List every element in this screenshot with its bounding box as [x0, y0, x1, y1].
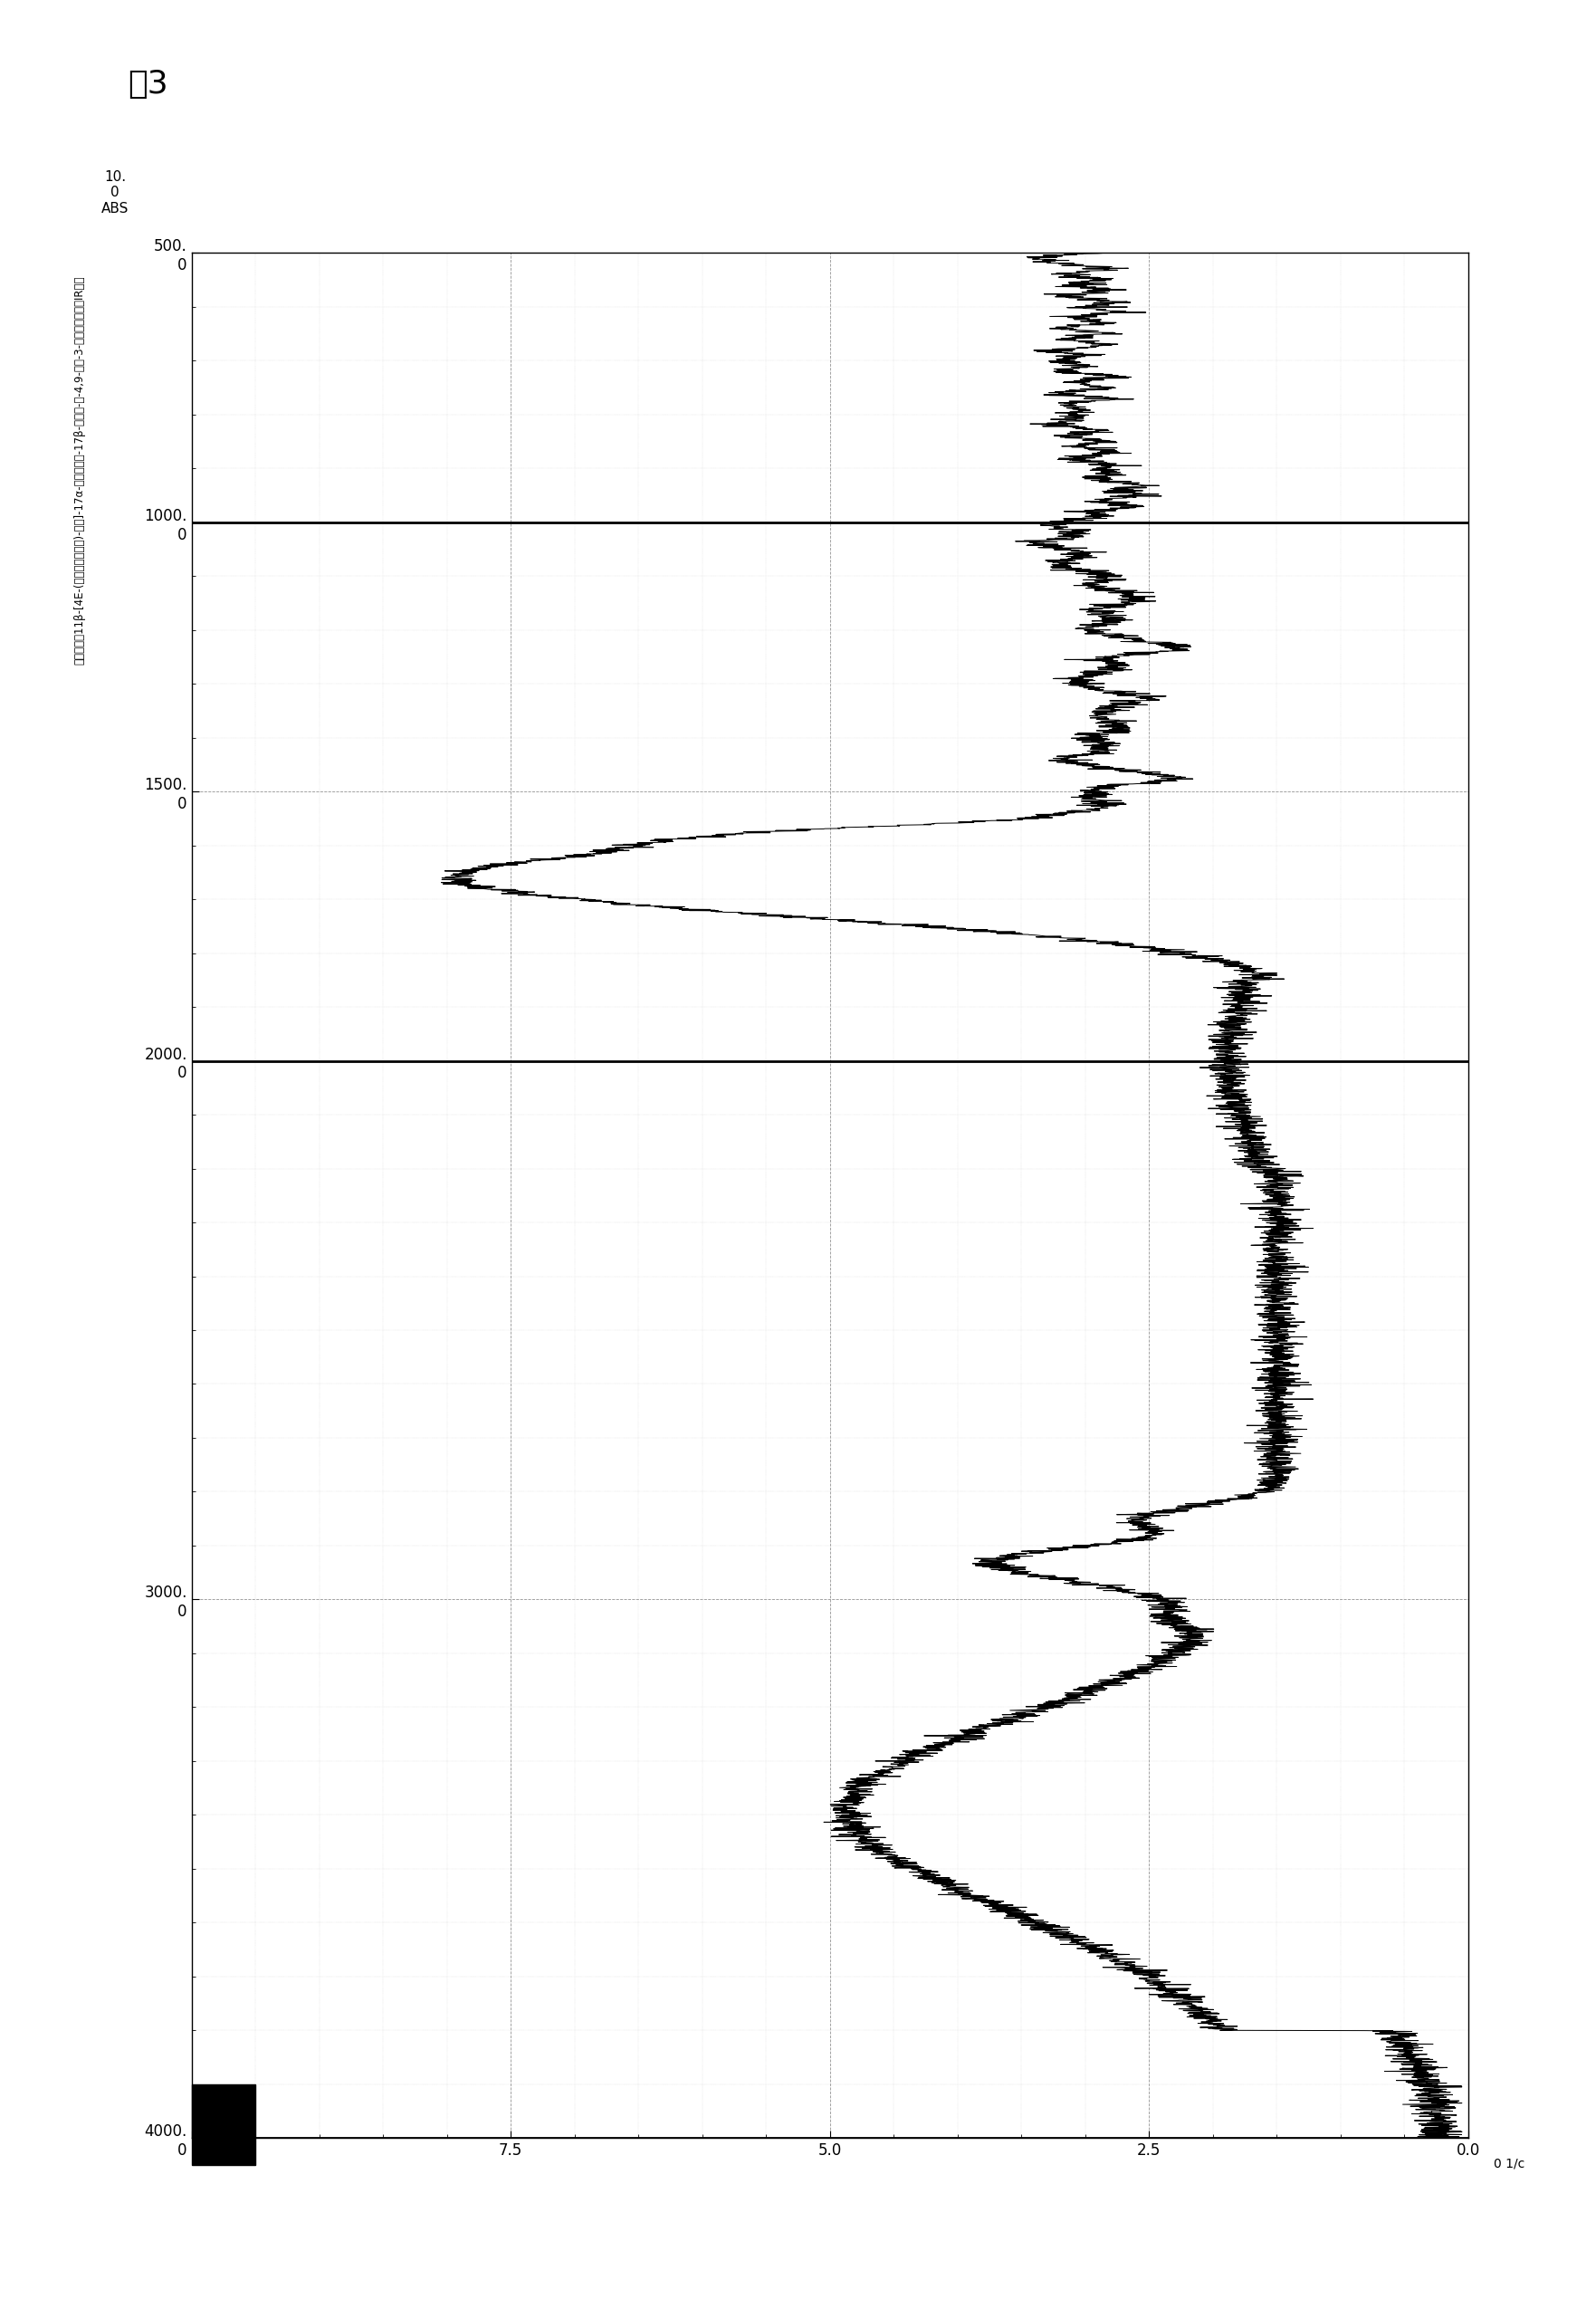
Text: 图3: 图3: [128, 69, 168, 99]
Bar: [192, 2085, 255, 2166]
Text: 10.
0
ABS: 10. 0 ABS: [101, 170, 129, 216]
Text: 高度结晶的11β-[4E-(羟基亚胺基甲基)-苯基]-17α-甲氧基甲基-17β-甲氧基-雌-4,9-二烯-3-酮无溶剂化物的IR光谱: 高度结晶的11β-[4E-(羟基亚胺基甲基)-苯基]-17α-甲氧基甲基-17β…: [73, 276, 86, 664]
Text: 0 1/c: 0 1/c: [1494, 2156, 1524, 2170]
